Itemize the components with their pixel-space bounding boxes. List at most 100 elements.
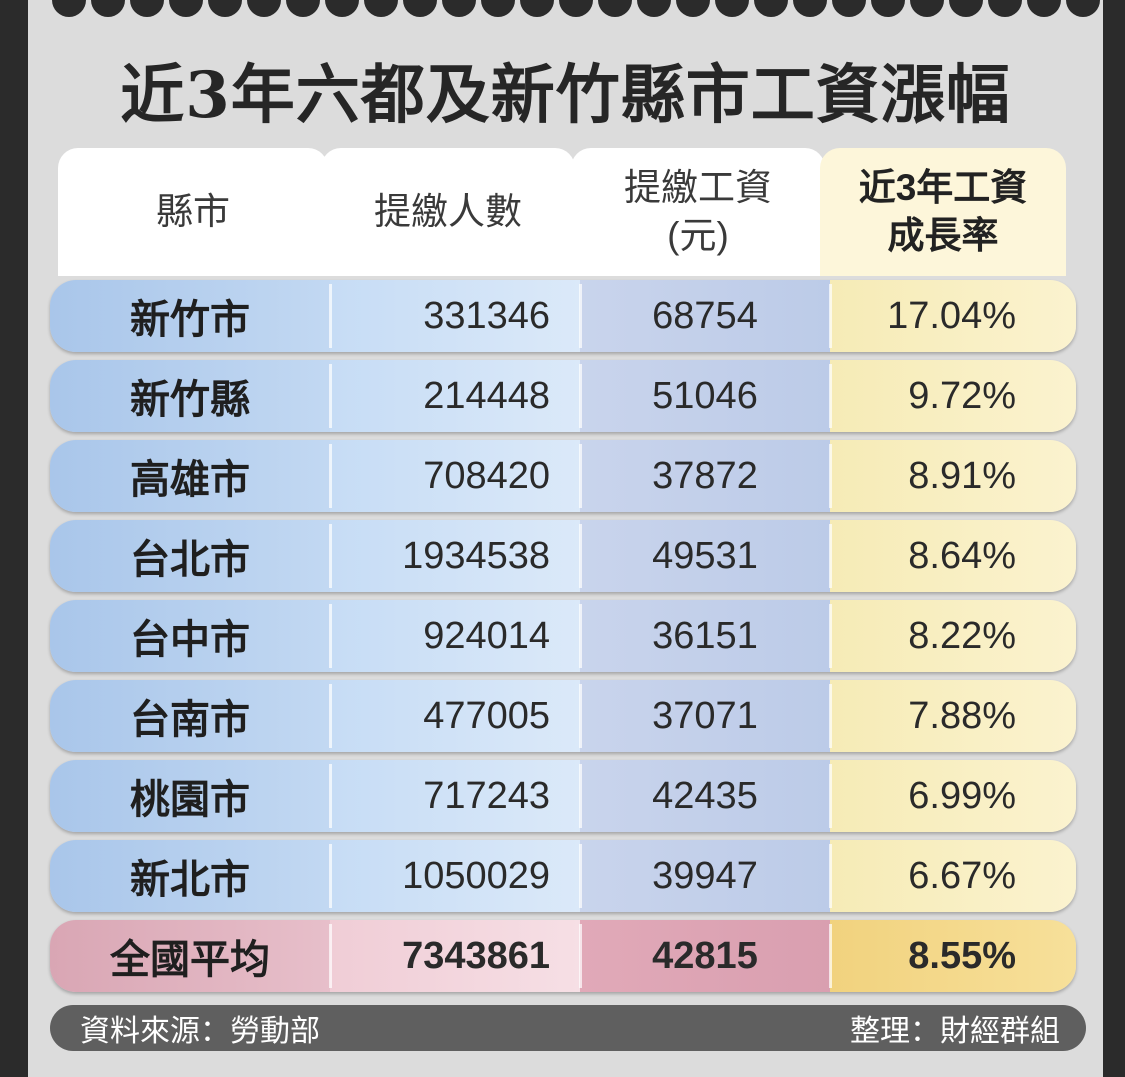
column-separator bbox=[579, 284, 582, 348]
header-insured-count-line1: 提繳人數 bbox=[374, 191, 522, 232]
column-separator bbox=[829, 684, 832, 748]
cell-insured-count-text: 1934538 bbox=[402, 534, 550, 577]
cell-city: 桃園市 bbox=[50, 760, 330, 832]
column-separator bbox=[579, 444, 582, 508]
cell-insured-wage-text: 49531 bbox=[652, 534, 758, 577]
cell-city: 台南市 bbox=[50, 680, 330, 752]
cell-insured-count-text: 331346 bbox=[423, 294, 550, 337]
table-row: 台北市 1934538 49531 8.64% bbox=[50, 520, 1076, 592]
binder-hole bbox=[442, 0, 476, 17]
binder-hole bbox=[247, 0, 281, 17]
header-insured-wage: 提繳工資 (元) bbox=[571, 148, 825, 276]
binder-hole bbox=[286, 0, 320, 17]
cell-insured-wage: 51046 bbox=[580, 360, 830, 432]
binder-hole bbox=[988, 0, 1022, 17]
column-separator bbox=[329, 364, 332, 428]
cell-insured-count-text: 924014 bbox=[423, 614, 550, 657]
cell-city: 新北市 bbox=[50, 840, 330, 912]
cell-growth-rate: 9.72% bbox=[830, 360, 1076, 432]
cell-insured-count-text: 7343861 bbox=[402, 934, 550, 977]
cell-insured-count: 717243 bbox=[330, 760, 580, 832]
cell-growth-rate-text: 6.67% bbox=[908, 854, 1016, 897]
cell-growth-rate: 7.88% bbox=[830, 680, 1076, 752]
cell-insured-count: 331346 bbox=[330, 280, 580, 352]
binder-hole bbox=[676, 0, 710, 17]
cell-insured-count-text: 214448 bbox=[423, 374, 550, 417]
cell-insured-wage-text: 37071 bbox=[652, 694, 758, 737]
binder-hole bbox=[832, 0, 866, 17]
cell-insured-wage: 37872 bbox=[580, 440, 830, 512]
table-row: 桃園市 717243 42435 6.99% bbox=[50, 760, 1076, 832]
cell-growth-rate-text: 17.04% bbox=[887, 294, 1016, 337]
cell-insured-count: 924014 bbox=[330, 600, 580, 672]
cell-insured-wage: 39947 bbox=[580, 840, 830, 912]
cell-insured-wage-text: 39947 bbox=[652, 854, 758, 897]
binder-hole bbox=[871, 0, 905, 17]
cell-city-text: 台南市 bbox=[130, 696, 250, 743]
cell-insured-wage: 42815 bbox=[580, 920, 830, 992]
cell-insured-count: 7343861 bbox=[330, 920, 580, 992]
cell-city: 台中市 bbox=[50, 600, 330, 672]
cell-insured-wage: 37071 bbox=[580, 680, 830, 752]
cell-insured-count: 1050029 bbox=[330, 840, 580, 912]
column-separator bbox=[829, 764, 832, 828]
binder-hole bbox=[1027, 0, 1061, 17]
cell-insured-count: 1934538 bbox=[330, 520, 580, 592]
cell-city-text: 新北市 bbox=[130, 856, 250, 903]
column-separator bbox=[579, 364, 582, 428]
column-separator bbox=[579, 604, 582, 668]
cell-insured-wage-text: 42435 bbox=[652, 774, 758, 817]
cell-growth-rate: 8.55% bbox=[830, 920, 1076, 992]
cell-growth-rate: 8.64% bbox=[830, 520, 1076, 592]
column-separator bbox=[829, 284, 832, 348]
binder-hole bbox=[403, 0, 437, 17]
table-row: 台中市 924014 36151 8.22% bbox=[50, 600, 1076, 672]
column-separator bbox=[829, 924, 832, 988]
table-row: 新北市 1050029 39947 6.67% bbox=[50, 840, 1076, 912]
column-separator bbox=[329, 684, 332, 748]
column-separator bbox=[829, 844, 832, 908]
binder-hole bbox=[325, 0, 359, 17]
cell-growth-rate: 6.67% bbox=[830, 840, 1076, 912]
binder-hole bbox=[754, 0, 788, 17]
header-city: 縣市 bbox=[58, 148, 328, 276]
column-separator bbox=[579, 844, 582, 908]
table-row: 台南市 477005 37071 7.88% bbox=[50, 680, 1076, 752]
cell-insured-wage-text: 36151 bbox=[652, 614, 758, 657]
binder-hole bbox=[364, 0, 398, 17]
binder-hole bbox=[949, 0, 983, 17]
column-separator bbox=[329, 764, 332, 828]
cell-growth-rate-text: 9.72% bbox=[908, 374, 1016, 417]
cell-insured-wage-text: 68754 bbox=[652, 294, 758, 337]
binder-hole bbox=[1066, 0, 1100, 17]
binder-hole bbox=[481, 0, 515, 17]
cell-growth-rate: 8.22% bbox=[830, 600, 1076, 672]
cell-growth-rate: 17.04% bbox=[830, 280, 1076, 352]
header-insured-wage-line2: (元) bbox=[667, 215, 729, 256]
column-separator bbox=[579, 924, 582, 988]
footer-bar: 資料來源：勞動部 整理：財經群組 bbox=[50, 1005, 1086, 1051]
cell-growth-rate: 6.99% bbox=[830, 760, 1076, 832]
cell-city: 高雄市 bbox=[50, 440, 330, 512]
column-separator bbox=[329, 444, 332, 508]
cell-city-text: 全國平均 bbox=[110, 936, 270, 983]
cell-insured-wage: 36151 bbox=[580, 600, 830, 672]
header-insured-wage-line1: 提繳工資 bbox=[624, 167, 772, 208]
cell-insured-wage: 42435 bbox=[580, 760, 830, 832]
cell-insured-count: 477005 bbox=[330, 680, 580, 752]
cell-growth-rate: 8.91% bbox=[830, 440, 1076, 512]
column-separator bbox=[329, 284, 332, 348]
binder-hole bbox=[793, 0, 827, 17]
cell-insured-count-text: 477005 bbox=[423, 694, 550, 737]
binder-hole bbox=[52, 0, 86, 17]
cell-insured-wage-text: 37872 bbox=[652, 454, 758, 497]
cell-insured-count: 708420 bbox=[330, 440, 580, 512]
table-row: 新竹縣 214448 51046 9.72% bbox=[50, 360, 1076, 432]
cell-city-text: 桃園市 bbox=[130, 776, 250, 823]
cell-insured-count: 214448 bbox=[330, 360, 580, 432]
table-row-national-average: 全國平均 7343861 42815 8.55% bbox=[50, 920, 1076, 992]
column-separator bbox=[829, 444, 832, 508]
column-separator bbox=[579, 764, 582, 828]
header-growth-rate-line2: 成長率 bbox=[887, 215, 999, 256]
infographic-card: 近3年六都及新竹縣市工資漲幅 縣市 提繳人數 提繳工資 (元) 近3年工資 成長… bbox=[28, 0, 1103, 1077]
